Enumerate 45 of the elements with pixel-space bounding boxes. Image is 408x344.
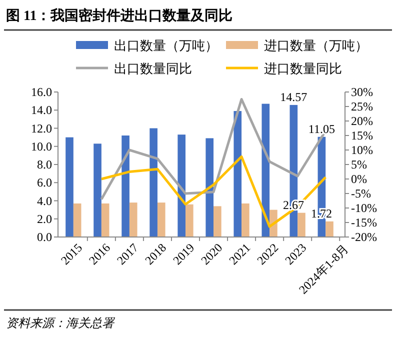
y-tick-label: 12.0 <box>31 121 52 136</box>
y-tick-label: 4.0 <box>37 194 52 208</box>
y2-tick-label: -20% <box>351 230 377 244</box>
chart-title: 图 11：我国密封件进出口数量及同比 <box>6 7 233 24</box>
bar <box>178 134 186 237</box>
bar <box>122 136 130 237</box>
bar <box>101 203 110 237</box>
bar <box>94 144 102 237</box>
data-label: 14.57 <box>280 90 308 104</box>
bar <box>326 221 334 237</box>
legend-label: 出口数量同比 <box>114 61 192 76</box>
legend-label: 进口数量同比 <box>264 61 342 76</box>
y-tick-label: 8.0 <box>37 158 52 172</box>
bar <box>214 206 222 237</box>
y2-tick-label: -10% <box>351 201 377 215</box>
y2-tick-label: 15% <box>351 128 373 142</box>
bar <box>157 202 166 237</box>
y-tick-label: 10.0 <box>31 139 52 154</box>
y-tick-label: 6.0 <box>37 176 52 190</box>
bar <box>150 128 158 237</box>
y-tick-label: 16.0 <box>31 85 52 99</box>
legend-label: 出口数量（万吨） <box>114 38 218 53</box>
text: 资料来源：海关总署 <box>6 316 116 330</box>
bar <box>298 212 306 237</box>
y2-tick-label: 20% <box>351 114 373 128</box>
y2-tick-label: 30% <box>351 85 373 99</box>
y2-tick-label: -15% <box>351 216 377 230</box>
bar <box>234 111 242 237</box>
data-label: 11.05 <box>308 122 335 136</box>
y-tick-label: 2.0 <box>37 212 52 226</box>
bar <box>185 204 194 237</box>
bar <box>242 203 250 237</box>
bar <box>262 104 270 237</box>
legend-label: 进口数量（万吨） <box>264 38 368 53</box>
y2-tick-label: 0% <box>351 172 367 186</box>
y2-tick-label: 10% <box>351 143 373 157</box>
bar <box>73 203 82 237</box>
bar <box>206 138 214 237</box>
y-tick-label: 0.0 <box>37 230 52 244</box>
bar <box>129 202 138 237</box>
y-tick-label: 14.0 <box>31 103 52 118</box>
y2-tick-label: 5% <box>351 158 367 172</box>
bar <box>66 137 74 237</box>
y2-tick-label: -5% <box>351 186 371 200</box>
y2-tick-label: 25% <box>351 100 373 114</box>
